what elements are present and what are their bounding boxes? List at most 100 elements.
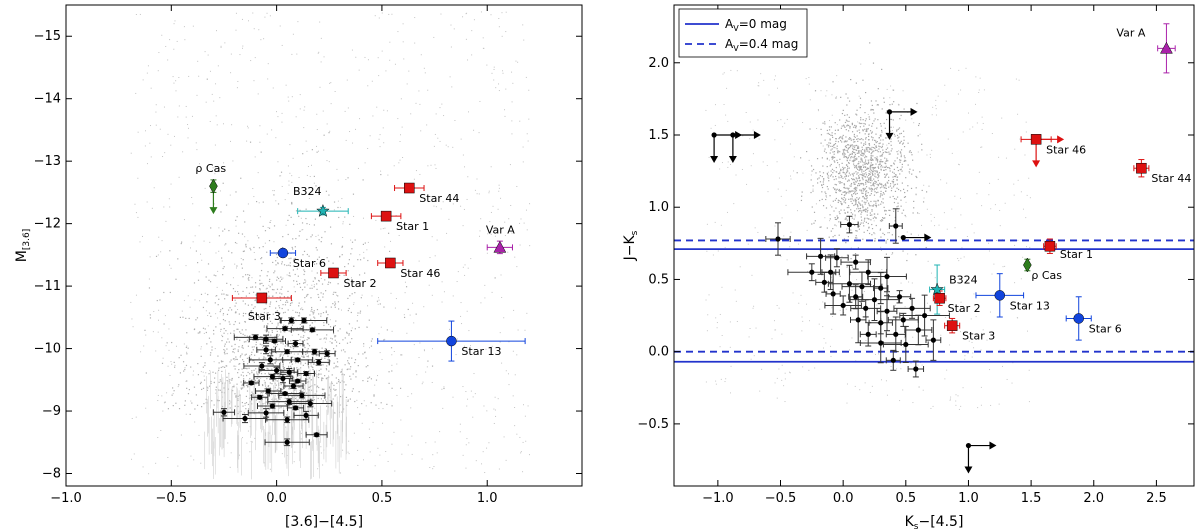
field-star xyxy=(832,156,834,158)
field-star xyxy=(321,236,323,239)
field-star xyxy=(829,345,831,347)
field-star xyxy=(841,162,843,164)
field-star xyxy=(363,345,365,347)
field-star xyxy=(848,190,850,192)
field-star xyxy=(163,206,165,208)
field-star xyxy=(232,277,234,279)
field-star xyxy=(836,124,838,126)
field-star xyxy=(260,269,263,272)
field-star xyxy=(846,206,848,209)
field-star xyxy=(908,171,910,173)
field-star xyxy=(269,320,272,322)
field-star xyxy=(274,362,276,364)
field-star xyxy=(999,209,1001,211)
field-star xyxy=(846,228,848,230)
field-star xyxy=(886,173,888,175)
field-star xyxy=(456,338,458,340)
field-star xyxy=(863,173,866,175)
field-star xyxy=(845,218,847,220)
field-star xyxy=(848,349,850,351)
field-star xyxy=(269,351,271,353)
field-star xyxy=(482,47,484,49)
field-star xyxy=(378,299,380,301)
field-star xyxy=(916,176,918,179)
field-star xyxy=(288,180,290,182)
field-star xyxy=(190,400,192,402)
field-star xyxy=(862,183,864,185)
field-star xyxy=(275,361,277,363)
field-star xyxy=(286,373,288,375)
field-star xyxy=(264,385,267,387)
field-star xyxy=(281,261,283,263)
field-star xyxy=(870,158,872,160)
black-star-point xyxy=(878,340,884,346)
field-star xyxy=(256,373,258,375)
field-star xyxy=(420,130,422,132)
field-star xyxy=(250,249,252,251)
field-star xyxy=(844,114,846,116)
field-star xyxy=(520,218,522,220)
field-star xyxy=(137,131,139,133)
field-star xyxy=(322,364,324,366)
field-star xyxy=(860,154,862,156)
field-star xyxy=(823,178,825,180)
field-star xyxy=(847,265,849,267)
field-star xyxy=(242,45,244,47)
field-star xyxy=(285,426,287,428)
black-star-point xyxy=(311,349,318,355)
field-star xyxy=(784,401,786,403)
field-star xyxy=(845,119,848,121)
field-star xyxy=(871,205,873,207)
field-star xyxy=(857,211,860,213)
field-star xyxy=(856,157,858,159)
field-star xyxy=(276,256,278,259)
field-star xyxy=(900,368,902,370)
field-star xyxy=(847,170,849,172)
field-star xyxy=(150,156,152,158)
field-star xyxy=(173,135,175,137)
field-star xyxy=(297,21,299,23)
field-star xyxy=(347,368,349,370)
field-star xyxy=(314,384,316,386)
field-star xyxy=(324,341,326,343)
field-star xyxy=(894,183,896,186)
field-star xyxy=(337,200,339,202)
field-star xyxy=(867,128,869,130)
field-star xyxy=(830,145,832,147)
field-star xyxy=(321,377,323,379)
field-star xyxy=(320,338,322,340)
field-star xyxy=(877,184,879,187)
field-star xyxy=(839,190,841,192)
field-star xyxy=(226,313,229,316)
field-star xyxy=(287,393,289,395)
field-star xyxy=(884,157,886,159)
field-star xyxy=(875,217,877,219)
field-star xyxy=(192,241,194,243)
field-star xyxy=(824,191,826,193)
field-star xyxy=(263,326,265,328)
field-star xyxy=(833,160,835,162)
field-star xyxy=(239,363,241,365)
field-star xyxy=(245,408,247,410)
field-star xyxy=(207,54,209,56)
field-star xyxy=(268,227,271,229)
field-star xyxy=(441,301,443,303)
field-star xyxy=(870,148,872,150)
field-star xyxy=(275,384,277,386)
field-star xyxy=(899,118,901,120)
field-star xyxy=(839,136,842,138)
field-star xyxy=(868,172,870,175)
field-star xyxy=(299,374,301,376)
field-star xyxy=(358,69,360,71)
field-star xyxy=(824,121,826,123)
field-star xyxy=(846,125,848,127)
field-star xyxy=(240,257,242,259)
field-star xyxy=(742,135,744,137)
field-star xyxy=(980,349,982,351)
field-star xyxy=(394,307,396,309)
field-star xyxy=(335,341,338,343)
field-star xyxy=(237,309,239,311)
field-star xyxy=(148,473,150,475)
field-star xyxy=(929,153,931,155)
field-star xyxy=(318,386,320,389)
